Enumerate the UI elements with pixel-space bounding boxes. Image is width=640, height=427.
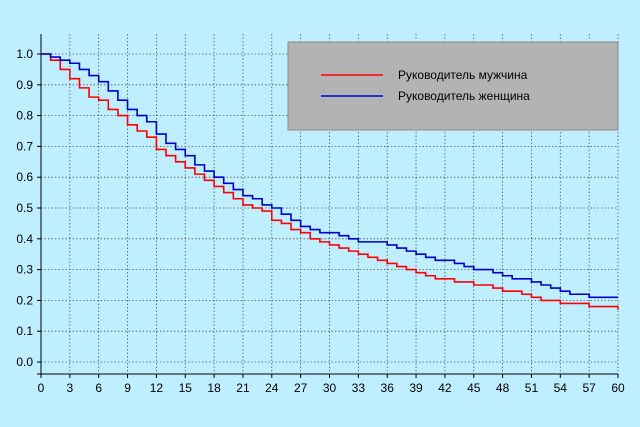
x-tick-label-13: 39 [409, 381, 423, 395]
x-tick-label-12: 36 [381, 381, 395, 395]
x-tick-label-6: 18 [207, 381, 221, 395]
x-tick-label-16: 48 [496, 381, 510, 395]
x-tick-label-2: 6 [95, 381, 102, 395]
y-tick-label-4: 0.4 [16, 232, 33, 246]
y-tick-label-2: 0.2 [16, 293, 33, 307]
x-tick-label-7: 21 [236, 381, 250, 395]
x-tick-label-8: 24 [265, 381, 279, 395]
y-tick-label-9: 0.9 [16, 78, 33, 92]
x-tick-label-18: 54 [554, 381, 568, 395]
y-tick-label-3: 0.3 [16, 263, 33, 277]
x-tick-label-10: 30 [323, 381, 337, 395]
series-layer [41, 53, 619, 310]
y-tick-label-6: 0.6 [16, 170, 33, 184]
y-tick-label-10: 1.0 [16, 47, 33, 61]
series-line-1 [41, 53, 619, 310]
y-tick-label-0: 0.0 [16, 355, 33, 369]
x-tick-label-17: 51 [525, 381, 539, 395]
x-axis-ticks: 0 3 6 9 12 15 18 21 24 27 30 33 36 39 42 45 48 51 54 57 60 [38, 374, 625, 395]
y-axis-ticks: 0.0 0.1 0.2 0.3 0.4 0.5 0.6 0.7 0.8 0.9 1.0 [16, 47, 41, 369]
x-tick-label-9: 27 [294, 381, 308, 395]
x-tick-label-14: 42 [438, 381, 452, 395]
x-tick-label-19: 57 [582, 381, 596, 395]
legend-label-series-1: Руководитель мужчина [398, 68, 528, 82]
x-tick-label-0: 0 [38, 381, 45, 395]
axes [37, 34, 618, 375]
x-tick-label-4: 12 [150, 381, 164, 395]
x-tick-label-1: 3 [67, 381, 74, 395]
y-tick-label-5: 0.5 [16, 201, 33, 215]
series-line-2 [41, 53, 618, 299]
x-tick-label-11: 33 [352, 381, 366, 395]
legend: Руководитель мужчина Руководитель женщин… [287, 41, 619, 131]
y-tick-label-7: 0.7 [16, 139, 33, 153]
x-tick-label-3: 9 [124, 381, 131, 395]
y-tick-label-1: 0.1 [16, 324, 33, 338]
x-tick-label-15: 45 [467, 381, 481, 395]
legend-box [287, 41, 619, 131]
y-tick-label-8: 0.8 [16, 109, 33, 123]
legend-label-series-2: Руководитель женщина [398, 89, 530, 103]
x-tick-label-5: 15 [179, 381, 193, 395]
x-tick-label-20: 60 [611, 381, 625, 395]
